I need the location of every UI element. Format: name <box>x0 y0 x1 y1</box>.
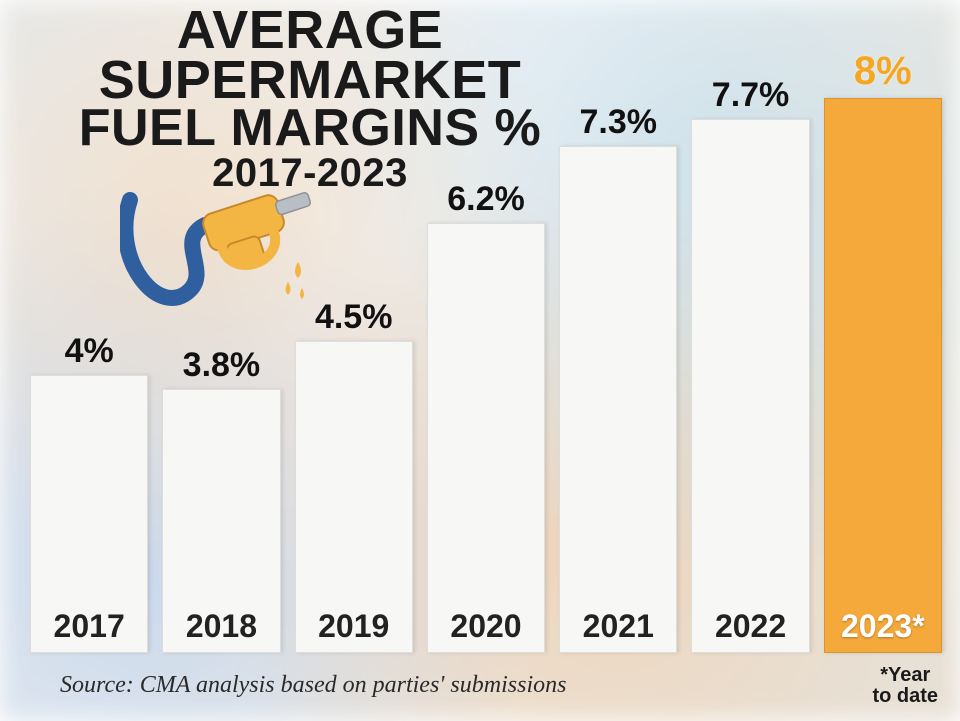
bar-2020: 6.2% 2020 <box>427 180 545 653</box>
footnote-line-2: to date <box>872 686 938 707</box>
footnote-line-1: *Year <box>872 665 938 686</box>
bar-value-label: 7.3% <box>580 103 658 142</box>
infographic-stage: AVERAGE SUPERMARKET FUEL MARGINS % 2017-… <box>0 0 960 721</box>
bar-2021: 7.3% 2021 <box>559 103 677 653</box>
bar-rect: 2022 <box>691 119 809 653</box>
bar-2022: 7.7% 2022 <box>691 76 809 653</box>
bar-year-label: 2021 <box>583 608 654 645</box>
bar-2018: 3.8% 2018 <box>162 346 280 653</box>
bar-rect: 2017 <box>30 375 148 653</box>
bar-value-label: 3.8% <box>183 346 261 385</box>
bar-value-label: 6.2% <box>447 180 525 219</box>
bar-2019: 4.5% 2019 <box>295 298 413 653</box>
bar-value-label: 4% <box>65 332 114 371</box>
bar-2023: 8% 2023* <box>824 49 942 653</box>
bar-value-label: 8% <box>854 49 912 94</box>
bar-chart: 4%20173.8%20184.5%20196.2%20207.3%20217.… <box>30 13 942 653</box>
bar-rect: 2023* <box>824 98 942 653</box>
year-to-date-footnote: *Year to date <box>872 665 938 707</box>
bar-rect: 2020 <box>427 223 545 653</box>
bar-rect: 2018 <box>162 389 280 653</box>
bar-year-label: 2018 <box>186 608 257 645</box>
bar-year-label: 2020 <box>450 608 521 645</box>
bar-2017: 4% 2017 <box>30 332 148 653</box>
bar-year-label: 2022 <box>715 608 786 645</box>
bar-value-label: 4.5% <box>315 298 393 337</box>
bar-year-label: 2017 <box>54 608 125 645</box>
bar-value-label: 7.7% <box>712 76 790 115</box>
bar-year-label: 2023* <box>841 608 925 645</box>
bar-year-label: 2019 <box>318 608 389 645</box>
source-attribution: Source: CMA analysis based on parties' s… <box>60 672 566 699</box>
bar-rect: 2019 <box>295 341 413 653</box>
bar-rect: 2021 <box>559 146 677 653</box>
